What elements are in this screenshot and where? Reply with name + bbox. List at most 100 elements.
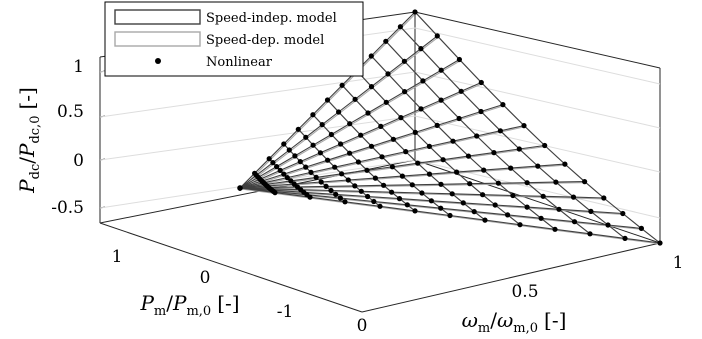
nonlinear-point <box>325 157 331 163</box>
nonlinear-point <box>270 160 276 166</box>
nonlinear-point <box>303 164 309 170</box>
nonlinear-point <box>389 189 395 195</box>
nonlinear-point <box>460 200 466 206</box>
nonlinear-point <box>317 150 323 156</box>
nonlinear-point <box>292 153 298 159</box>
nonlinear-point <box>428 198 434 204</box>
nonlinear-point <box>582 179 588 185</box>
nonlinear-point <box>450 138 456 144</box>
nonlinear-point <box>474 133 480 139</box>
nonlinear-point <box>339 82 345 88</box>
nonlinear-point <box>620 210 626 217</box>
axis-box-edge <box>414 11 661 69</box>
legend-marker-nonlinear <box>155 58 161 64</box>
nonlinear-point <box>379 154 385 160</box>
legend-label: Nonlinear <box>206 55 273 70</box>
nonlinear-point <box>500 102 506 108</box>
nonlinear-point <box>521 123 527 129</box>
nonlinear-point <box>371 198 377 205</box>
nonlinear-point <box>332 164 338 170</box>
nonlinear-point <box>478 79 484 86</box>
nonlinear-point <box>638 225 645 231</box>
nonlinear-point <box>553 179 559 185</box>
nonlinear-point <box>336 109 342 115</box>
nonlinear-point <box>481 167 487 173</box>
nonlinear-point <box>402 89 408 95</box>
nonlinear-markers <box>237 9 663 246</box>
nonlinear-point <box>458 88 464 94</box>
nonlinear-point <box>396 196 403 202</box>
nonlinear-point <box>510 192 516 199</box>
nonlinear-point <box>252 170 258 176</box>
nonlinear-point <box>383 38 389 44</box>
y-tick-label: 1 <box>112 247 123 267</box>
x-axis-label: ωm/ωm,0 [-] <box>462 308 567 336</box>
nonlinear-point <box>492 202 498 208</box>
nonlinear-point <box>524 180 530 186</box>
axis-box-edge <box>361 242 661 313</box>
nonlinear-point <box>438 205 444 211</box>
nonlinear-point <box>323 183 329 189</box>
z-tick-label: 0.5 <box>57 102 84 122</box>
nonlinear-point <box>471 209 477 215</box>
legend-label: Speed-dep. model <box>206 33 324 48</box>
grid-line <box>99 115 661 173</box>
nonlinear-point <box>324 97 331 103</box>
legend-entry-speed-indep: Speed-indep. model <box>114 9 337 26</box>
nonlinear-point <box>378 123 384 129</box>
nonlinear-point <box>377 203 383 209</box>
x-tick-label: 1 <box>673 253 684 273</box>
z-axis-label: Pdc/Pdc,0[-] <box>15 87 43 194</box>
nonlinear-point <box>588 208 594 214</box>
legend-swatch-speed-dep <box>114 31 201 47</box>
nonlinear-point <box>274 164 280 170</box>
nonlinear-point <box>310 142 316 148</box>
z-tick-labels: 1 0.5 0 -0.5 <box>51 57 84 218</box>
legend-entry-speed-dep: Speed-dep. model <box>114 31 324 48</box>
axis-box-edge <box>99 222 363 313</box>
nonlinear-point <box>352 183 358 189</box>
nonlinear-point <box>601 195 607 201</box>
nonlinear-point <box>434 122 440 128</box>
nonlinear-point <box>383 99 389 105</box>
nonlinear-point <box>355 159 361 165</box>
nonlinear-point <box>339 171 345 177</box>
nonlinear-point <box>447 212 453 219</box>
nonlinear-point <box>415 160 421 166</box>
nonlinear-point <box>438 97 444 103</box>
nonlinear-point <box>365 110 371 116</box>
legend-label: Speed-indep. model <box>206 11 337 26</box>
nonlinear-point <box>342 199 348 205</box>
nonlinear-point <box>385 71 391 77</box>
nonlinear-point <box>556 206 562 212</box>
nonlinear-point <box>465 153 472 159</box>
nonlinear-point <box>570 194 577 200</box>
nonlinear-point <box>491 150 497 156</box>
nonlinear-point <box>328 187 334 194</box>
nonlinear-point <box>286 147 292 153</box>
nonlinear-point <box>284 175 290 181</box>
nonlinear-point <box>409 182 415 188</box>
nonlinear-point <box>605 222 611 228</box>
nonlinear-point <box>358 188 364 194</box>
legend-box <box>104 1 364 77</box>
nonlinear-point <box>295 126 301 132</box>
nonlinear-point <box>337 195 343 201</box>
nonlinear-point <box>313 174 319 180</box>
nonlinear-point <box>542 142 548 149</box>
nonlinear-point <box>333 191 339 197</box>
y-tick-label: 0 <box>200 268 211 288</box>
nonlinear-point <box>420 78 426 84</box>
nonlinear-point <box>622 235 628 241</box>
nonlinear-point <box>266 156 272 162</box>
nonlinear-point <box>399 173 405 179</box>
nonlinear-point <box>454 169 460 175</box>
z-tick-label: 1 <box>73 57 84 77</box>
nonlinear-point <box>418 106 424 112</box>
nonlinear-point <box>478 108 484 115</box>
nonlinear-point <box>308 169 314 175</box>
nonlinear-point <box>516 146 522 152</box>
y-tick-label: -1 <box>277 302 294 322</box>
nonlinear-point <box>404 202 410 208</box>
nonlinear-point <box>552 226 558 232</box>
